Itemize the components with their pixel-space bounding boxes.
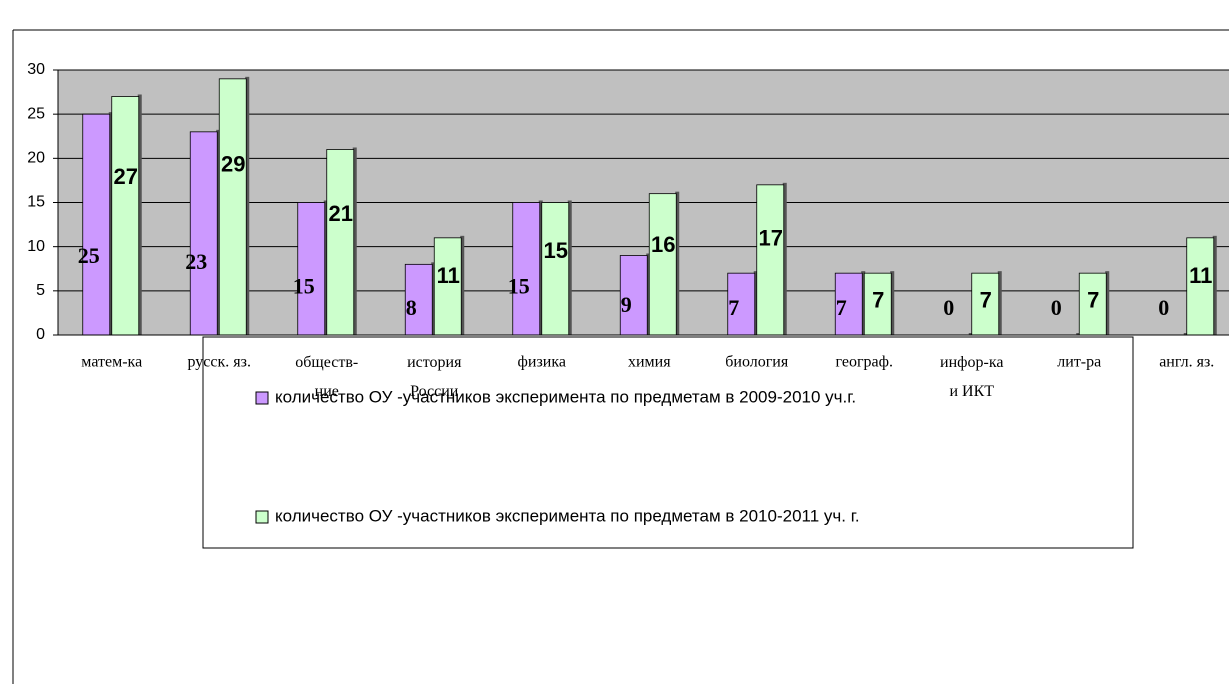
y-tick-label: 0 [36, 326, 45, 343]
data-label: 15 [508, 274, 530, 299]
data-label: 29 [221, 151, 245, 176]
bar-shadow [108, 112, 113, 336]
bar-shadow [890, 271, 895, 335]
bar [404, 263, 433, 336]
bar-shadow [460, 235, 465, 335]
y-tick-label: 20 [27, 150, 45, 167]
x-tick-label: обществ-ние [295, 354, 358, 400]
bar-shadow [352, 147, 357, 335]
bar [971, 272, 1000, 336]
data-label: 25 [78, 243, 100, 268]
data-label: 7 [1087, 288, 1099, 313]
legend-swatch [255, 391, 269, 405]
legend-label: количество ОУ -участников эксперимента п… [275, 387, 856, 406]
data-label: 16 [651, 232, 675, 257]
legend-swatch [255, 510, 269, 524]
x-tick-label: физика [518, 354, 566, 371]
bar-shadow [216, 129, 221, 335]
bar [189, 131, 218, 336]
bar [834, 272, 863, 336]
x-tick-label: англ. яз. [1159, 354, 1214, 371]
data-label: 15 [544, 238, 568, 263]
bar-shadow [1212, 235, 1217, 335]
y-tick-label: 10 [27, 238, 45, 255]
bar [727, 272, 756, 336]
bar-shadow [1183, 333, 1188, 335]
bar [512, 202, 541, 336]
data-label: 0 [1158, 295, 1169, 320]
bar [541, 202, 570, 336]
bar [756, 184, 785, 336]
data-label: 7 [836, 295, 847, 320]
x-tick-label: матем-ка [81, 354, 142, 371]
bar [82, 113, 111, 336]
bar-shadow [431, 262, 436, 335]
bar [326, 149, 355, 336]
bar-shadow [323, 200, 328, 335]
bar-shadow [1105, 271, 1110, 335]
x-tick-label: географ. [836, 354, 893, 371]
x-tick-label: химия [628, 354, 671, 371]
bar-shadow [245, 76, 250, 335]
data-label: 17 [759, 226, 783, 251]
bar [863, 272, 892, 336]
data-label: 0 [943, 295, 954, 320]
legend [202, 336, 1134, 549]
bar [111, 96, 140, 336]
data-label: 7 [980, 288, 992, 313]
bar-shadow [675, 191, 680, 335]
data-label: 11 [1189, 263, 1212, 288]
y-tick-label: 25 [27, 105, 45, 122]
bar-shadow [968, 333, 973, 335]
x-tick-label: инфор-ка и ИКТ [940, 354, 1003, 400]
data-label: 27 [114, 164, 138, 189]
x-tick-label: лит-ра [1057, 354, 1101, 371]
bar-shadow [1076, 333, 1081, 335]
data-label: 7 [872, 288, 884, 313]
data-label: 11 [437, 263, 460, 288]
bar-shadow [861, 271, 866, 335]
y-tick-label: 30 [27, 61, 45, 78]
x-tick-label: история России [407, 354, 462, 400]
x-tick-label: русск. яз. [188, 354, 251, 371]
bar-shadow [538, 200, 543, 335]
bar-shadow [997, 271, 1002, 335]
bar [218, 78, 247, 336]
data-label: 0 [1051, 295, 1062, 320]
y-tick-label: 15 [27, 194, 45, 211]
data-label: 8 [406, 295, 417, 320]
x-tick-label: биология [725, 354, 789, 371]
legend-label: количество ОУ -участников эксперимента п… [275, 506, 860, 525]
bar [648, 193, 677, 336]
data-label: 7 [728, 295, 739, 320]
bar-shadow [782, 182, 787, 335]
bar [297, 202, 326, 336]
bar [1078, 272, 1107, 336]
bar-shadow [646, 253, 651, 335]
bar-shadow [753, 271, 758, 335]
data-label: 15 [293, 274, 315, 299]
y-tick-label: 5 [36, 282, 45, 299]
data-label: 9 [621, 292, 632, 317]
bar-shadow [137, 94, 142, 335]
data-label: 23 [185, 249, 207, 274]
bar-shadow [567, 200, 572, 335]
data-label: 21 [329, 201, 353, 226]
